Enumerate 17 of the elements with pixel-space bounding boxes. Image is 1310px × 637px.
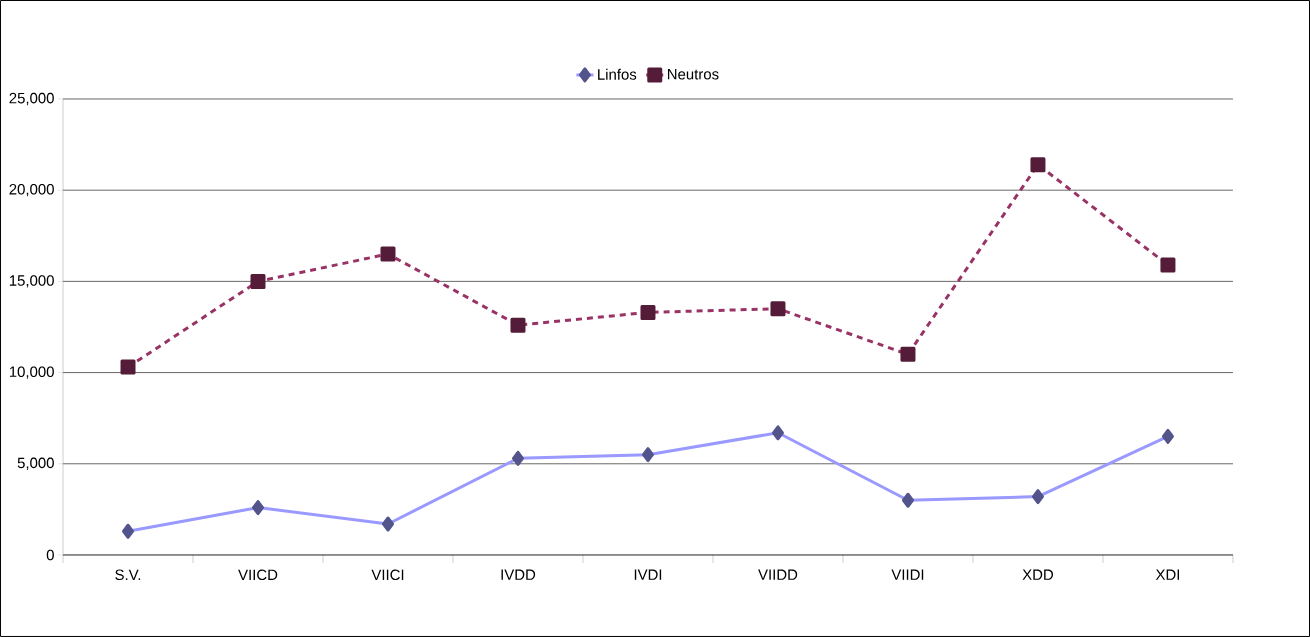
x-tick-label: VIIDD bbox=[758, 569, 798, 580]
legend-label: Neutros bbox=[667, 69, 719, 80]
y-tick-label: 20,000 bbox=[9, 184, 54, 197]
y-tick-label: 25,000 bbox=[9, 92, 54, 106]
x-tick-label: IVDI bbox=[634, 569, 662, 580]
y-tick-label: 10,000 bbox=[9, 366, 54, 379]
x-tick-label: VIIDI bbox=[891, 569, 924, 580]
y-tick-label: 0 bbox=[46, 549, 54, 561]
legend-label: Linfos bbox=[598, 68, 637, 80]
y-tick-label: 15,000 bbox=[9, 275, 54, 288]
y-tick-label: 5,000 bbox=[17, 457, 54, 470]
x-tick-label: S.V. bbox=[115, 569, 141, 581]
x-tick-label: XDD bbox=[1022, 569, 1054, 580]
x-tick-label: VIICI bbox=[371, 569, 404, 581]
x-tick-label: VIICD bbox=[238, 569, 278, 581]
x-tick-label: XDI bbox=[1155, 569, 1180, 580]
x-tick-label: IVDD bbox=[501, 569, 536, 580]
